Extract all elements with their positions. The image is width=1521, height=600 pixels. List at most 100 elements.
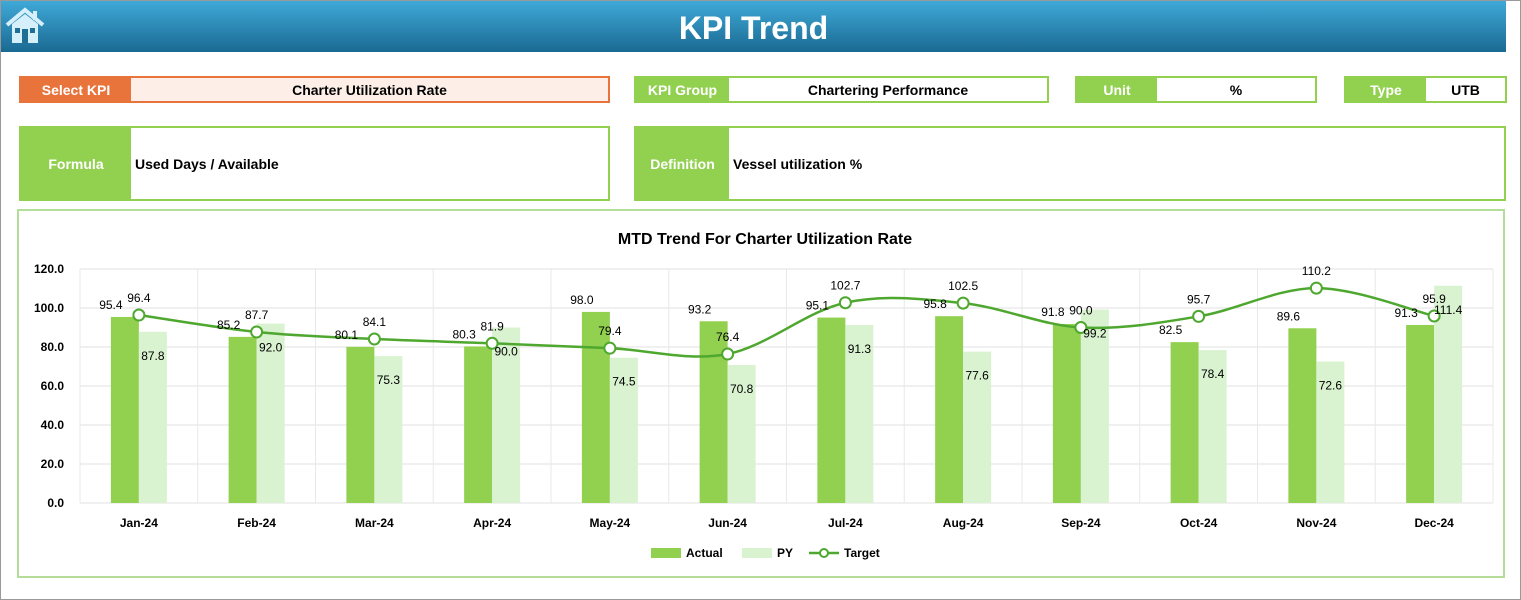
py-bar	[374, 356, 403, 503]
target-marker	[838, 296, 852, 310]
x-tick-label: May-24	[590, 516, 631, 530]
target-data-label: 81.9	[480, 319, 504, 333]
x-tick-label: Aug-24	[943, 516, 984, 530]
target-data-label: 110.2	[1302, 264, 1331, 278]
kpi-group-value: Chartering Performance	[729, 78, 1047, 101]
legend-target-marker	[819, 548, 829, 558]
target-marker	[1192, 309, 1206, 323]
target-data-label: 84.1	[363, 315, 387, 329]
py-bar	[963, 351, 992, 503]
py-bar	[492, 327, 521, 503]
actual-data-label: 85.2	[217, 318, 241, 332]
y-tick-label: 80.0	[41, 340, 65, 354]
actual-data-label: 93.2	[688, 302, 712, 316]
py-bar	[1434, 285, 1463, 503]
type-label: Type	[1346, 78, 1426, 101]
actual-data-label: 98.0	[570, 293, 594, 307]
page-title: KPI Trend	[678, 10, 829, 46]
actual-data-label: 82.5	[1159, 323, 1183, 337]
legend-actual-swatch	[651, 548, 681, 558]
select-kpi-value[interactable]: Charter Utilization Rate	[131, 78, 608, 101]
x-tick-label: Mar-24	[355, 516, 394, 530]
py-data-label: 111.4	[1434, 303, 1463, 317]
kpi-group-field: KPI Group Chartering Performance	[634, 76, 1049, 103]
target-data-label: 87.7	[245, 308, 269, 322]
actual-bar	[464, 346, 493, 503]
py-data-label: 92.0	[259, 341, 283, 355]
unit-field: Unit %	[1075, 76, 1317, 103]
type-value: UTB	[1426, 78, 1505, 101]
actual-data-label: 95.1	[806, 299, 830, 313]
actual-data-label: 80.1	[335, 328, 359, 342]
definition-field: Definition Vessel utilization %	[634, 126, 1506, 201]
y-tick-label: 40.0	[41, 418, 65, 432]
actual-data-label: 80.3	[452, 327, 476, 341]
select-kpi-label: Select KPI	[21, 78, 131, 101]
target-data-label: 102.5	[948, 279, 978, 293]
actual-bar	[935, 316, 964, 503]
target-marker	[250, 325, 264, 339]
target-data-label: 102.7	[830, 279, 860, 293]
py-data-label: 77.6	[965, 369, 989, 383]
py-data-label: 74.5	[612, 375, 636, 389]
x-tick-label: Sep-24	[1061, 516, 1101, 530]
actual-bar	[228, 336, 257, 503]
target-marker	[1309, 281, 1323, 295]
target-marker	[485, 336, 499, 350]
py-data-label: 91.3	[848, 342, 872, 356]
target-marker	[1427, 309, 1441, 323]
home-icon[interactable]	[5, 7, 45, 45]
py-data-label: 99.2	[1083, 327, 1107, 341]
target-data-label: 79.4	[598, 324, 622, 338]
target-marker	[721, 347, 735, 361]
formula-value: Used Days / Available	[131, 128, 608, 199]
target-data-label: 95.9	[1422, 292, 1446, 306]
actual-bar	[581, 311, 610, 503]
y-tick-label: 120.0	[34, 262, 64, 276]
y-tick-label: 20.0	[41, 457, 65, 471]
chart-title: MTD Trend For Charter Utilization Rate	[618, 231, 912, 248]
x-tick-label: Nov-24	[1296, 516, 1336, 530]
y-tick-label: 100.0	[34, 301, 64, 315]
type-field: Type UTB	[1344, 76, 1507, 103]
py-bar	[138, 331, 167, 503]
py-data-label: 72.6	[1319, 378, 1343, 392]
target-data-label: 76.4	[716, 330, 740, 344]
target-data-label: 90.0	[1069, 304, 1093, 318]
actual-data-label: 95.8	[923, 297, 947, 311]
unit-label: Unit	[1077, 78, 1157, 101]
py-data-label: 70.8	[730, 382, 754, 396]
x-tick-label: Jul-24	[828, 516, 863, 530]
actual-bar	[1052, 323, 1081, 503]
py-data-label: 90.0	[494, 345, 518, 359]
legend-actual-label: Actual	[686, 546, 723, 560]
unit-value: %	[1157, 78, 1315, 101]
definition-value: Vessel utilization %	[729, 128, 1504, 199]
actual-bar	[110, 316, 139, 503]
header-bar: KPI Trend	[1, 1, 1506, 52]
py-bar	[1198, 350, 1227, 503]
py-data-label: 87.8	[141, 349, 165, 363]
py-data-label: 78.4	[1201, 367, 1225, 381]
py-bar	[1316, 361, 1345, 503]
x-tick-label: Dec-24	[1414, 516, 1454, 530]
legend-py-label: PY	[777, 546, 793, 560]
formula-field: Formula Used Days / Available	[19, 126, 610, 201]
target-marker	[367, 332, 381, 346]
actual-data-label: 91.3	[1394, 306, 1418, 320]
py-bar	[845, 324, 874, 503]
py-bar	[1080, 309, 1109, 503]
legend-target-label: Target	[844, 546, 880, 560]
actual-data-label: 91.8	[1041, 305, 1065, 319]
x-tick-label: Apr-24	[473, 516, 511, 530]
select-kpi-field[interactable]: Select KPI Charter Utilization Rate	[19, 76, 610, 103]
chart-svg: MTD Trend For Charter Utilization Rate 0…	[34, 231, 1494, 560]
actual-data-label: 95.4	[99, 298, 123, 312]
x-tick-label: Oct-24	[1180, 516, 1218, 530]
actual-bar	[699, 321, 728, 503]
kpi-group-label: KPI Group	[636, 78, 729, 101]
legend-py-swatch	[742, 548, 772, 558]
py-bar	[256, 323, 285, 503]
target-marker	[132, 308, 146, 322]
